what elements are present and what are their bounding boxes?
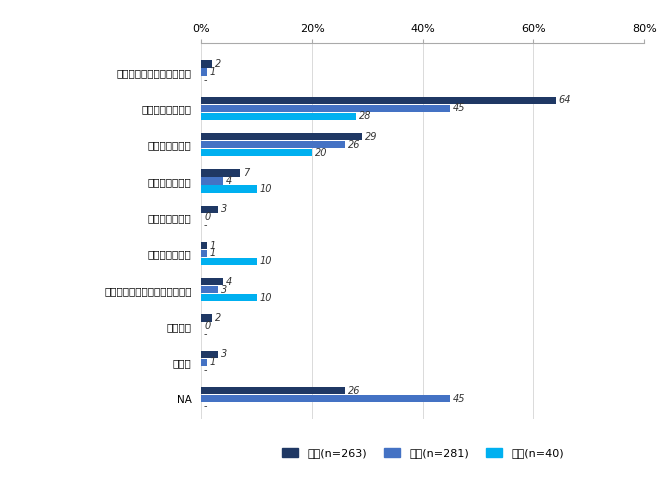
Bar [201, 250, 207, 257]
Text: -: - [203, 220, 207, 230]
Text: 3: 3 [221, 285, 227, 295]
Text: 1: 1 [209, 249, 216, 258]
Text: 4: 4 [226, 176, 232, 186]
Text: 3: 3 [221, 349, 227, 359]
Bar [201, 113, 356, 120]
Text: 7: 7 [243, 168, 249, 178]
Bar [201, 258, 256, 265]
Text: 1: 1 [209, 357, 216, 367]
Text: 1: 1 [209, 241, 216, 251]
Bar [201, 286, 218, 294]
Bar [201, 105, 450, 112]
Bar [201, 133, 362, 140]
Bar [201, 314, 212, 321]
Text: -: - [203, 329, 207, 339]
Bar [201, 169, 240, 176]
Text: 10: 10 [260, 184, 272, 194]
Text: 45: 45 [453, 104, 466, 113]
Bar [201, 395, 450, 402]
Text: -: - [203, 365, 207, 375]
Text: 64: 64 [558, 95, 571, 106]
Text: 4: 4 [226, 277, 232, 287]
Text: 2: 2 [215, 313, 221, 323]
Text: 3: 3 [221, 204, 227, 214]
Text: 10: 10 [260, 256, 272, 267]
Bar [201, 359, 207, 366]
Bar [201, 141, 346, 148]
Text: 28: 28 [359, 111, 372, 121]
Bar [201, 185, 256, 193]
Bar [201, 68, 207, 76]
Bar [201, 278, 223, 285]
Bar [201, 177, 223, 185]
Bar [201, 205, 218, 213]
Bar [201, 387, 346, 394]
Text: 2: 2 [215, 59, 221, 69]
Text: 26: 26 [348, 386, 360, 396]
Bar [201, 294, 256, 301]
Text: 26: 26 [348, 140, 360, 150]
Bar [201, 351, 218, 358]
Bar [201, 242, 207, 249]
Text: 1: 1 [209, 67, 216, 77]
Bar [201, 149, 312, 156]
Text: -: - [203, 402, 207, 412]
Text: 45: 45 [453, 394, 466, 403]
Text: 0: 0 [204, 212, 210, 222]
Text: 0: 0 [204, 321, 210, 331]
Text: 29: 29 [364, 132, 377, 142]
Text: 20: 20 [315, 147, 327, 158]
Bar [201, 97, 556, 104]
Text: -: - [203, 75, 207, 85]
Bar [201, 60, 212, 68]
Legend: 自身(n=263), 家族(n=281), 遺族(n=40): 自身(n=263), 家族(n=281), 遺族(n=40) [277, 443, 568, 463]
Text: 10: 10 [260, 293, 272, 303]
